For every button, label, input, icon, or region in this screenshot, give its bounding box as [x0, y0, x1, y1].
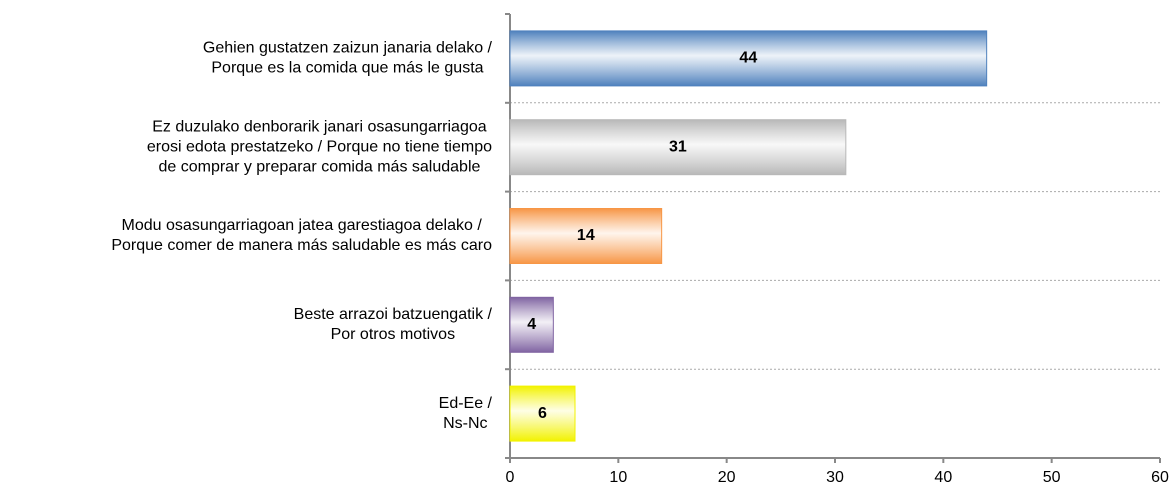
category-label: erosi edota prestatzeko / Porque no tien… [147, 138, 492, 155]
x-tick-label: 60 [1151, 469, 1169, 486]
value-label: 31 [669, 138, 687, 155]
x-tick-label: 40 [934, 469, 952, 486]
x-tick-label: 10 [609, 469, 627, 486]
x-tick-label: 50 [1043, 469, 1061, 486]
category-label: Ez duzulako denborarik janari osasungarr… [152, 118, 487, 135]
category-label: Porque es la comida que más le gusta [211, 60, 483, 77]
category-label: Ns-Nc [443, 415, 487, 432]
category-label: Porque comer de manera más saludable es … [111, 237, 492, 254]
bar [509, 30, 988, 87]
category-label: Modu osasungarriagoan jatea garestiagoa … [122, 217, 483, 234]
bar [509, 208, 663, 264]
x-tick-label: 30 [826, 469, 844, 486]
category-label: Ed-Ee / [439, 395, 493, 412]
value-label: 44 [739, 50, 757, 67]
bar [509, 296, 554, 353]
value-label: 14 [577, 227, 595, 244]
category-label: Por otros motivos [331, 326, 455, 343]
value-label: 4 [527, 316, 536, 333]
category-label: Beste arrazoi batzuengatik / [294, 306, 493, 323]
x-tick-label: 0 [506, 469, 515, 486]
category-label: de comprar y preparar comida más saludab… [158, 158, 480, 175]
bar [509, 385, 576, 442]
x-tick-label: 20 [718, 469, 736, 486]
category-label: Gehien gustatzen zaizun janaria delako / [203, 40, 493, 57]
value-label: 6 [538, 405, 547, 422]
bar [509, 119, 847, 176]
